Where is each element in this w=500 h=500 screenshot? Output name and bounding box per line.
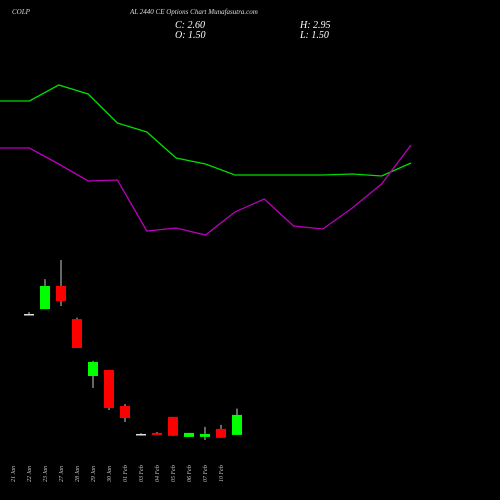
- ohlc-high: H: 2.95: [299, 20, 331, 31]
- candle-body: [40, 286, 50, 310]
- x-tick-label: 05 Feb: [171, 465, 177, 482]
- x-tick-label: 23 Jan: [43, 466, 49, 482]
- candle-body: [184, 432, 194, 437]
- x-tick-label: 28 Jan: [75, 466, 81, 482]
- x-tick-label: 29 Jan: [91, 466, 97, 482]
- x-tick-label: 27 Jan: [59, 466, 65, 482]
- ohlc-low: L: 1.50: [299, 30, 329, 41]
- candle-body: [56, 286, 66, 302]
- candle-body: [104, 370, 114, 408]
- x-tick-label: 03 Feb: [139, 465, 145, 482]
- x-tick-label: 04 Feb: [154, 465, 161, 482]
- candle-body: [200, 434, 210, 437]
- chart-title: COLP: [12, 8, 31, 16]
- x-tick-label: 22 Jan: [27, 466, 33, 482]
- candle-body: [136, 434, 146, 436]
- x-tick-label: 01 Feb: [123, 465, 129, 482]
- candle-body: [24, 314, 34, 316]
- indicator-line: [0, 84, 412, 177]
- candle-body: [88, 362, 98, 376]
- candle-body: [120, 406, 130, 418]
- candle-body: [216, 428, 226, 438]
- x-tick-label: 07 Feb: [203, 465, 209, 482]
- candle-body: [168, 416, 178, 436]
- x-tick-label: 06 Feb: [187, 465, 193, 482]
- ohlc-close: C: 2.60: [175, 20, 205, 31]
- candle-body: [72, 319, 82, 348]
- x-tick-label: 10 Feb: [219, 465, 225, 482]
- x-tick-label: 30 Jan: [107, 466, 113, 483]
- chart-subtitle: AL 2440 CE Options Chart Munafasutra.com: [129, 8, 258, 16]
- indicator-line: [0, 144, 412, 236]
- candle-body: [232, 414, 242, 435]
- x-tick-label: 21 Jan: [11, 466, 17, 482]
- candle-body: [152, 432, 162, 435]
- ohlc-open: O: 1.50: [175, 30, 206, 41]
